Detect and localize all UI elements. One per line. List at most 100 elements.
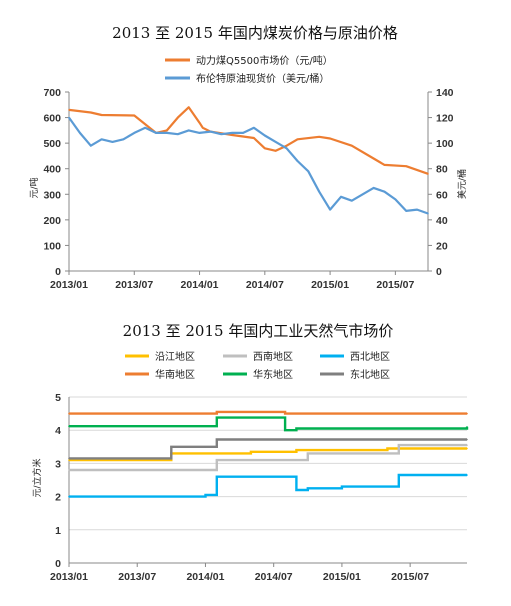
chart2-series2-point-9 bbox=[466, 474, 468, 476]
chart2-series5-point-6 bbox=[397, 438, 400, 441]
chart2-ytick-label-3: 3 bbox=[55, 458, 61, 470]
chart2-series5-point-0 bbox=[68, 457, 70, 460]
chart1-series0-point-23 bbox=[427, 173, 429, 175]
chart1-xtick-label-4: 2015/01 bbox=[311, 279, 349, 291]
chart2-series0-point-1 bbox=[159, 459, 161, 461]
chart1-y2tick-label-1: 20 bbox=[436, 240, 448, 252]
chart1-y2tick-label-3: 60 bbox=[436, 189, 448, 201]
chart1-y2tick-label-2: 40 bbox=[436, 215, 448, 227]
chart1-series1-point-13 bbox=[209, 130, 212, 133]
chart1-ytick-label-6: 600 bbox=[43, 113, 61, 125]
chart1-series0-point-20 bbox=[372, 157, 375, 160]
chart2-legend-label-5: 东北地区 bbox=[350, 368, 390, 381]
chart2-series3-point-0 bbox=[68, 412, 70, 415]
chart2-series2-point-5 bbox=[307, 487, 309, 490]
chart1-ytick-label-7: 700 bbox=[43, 87, 61, 99]
chart2-series0-point-9 bbox=[466, 447, 468, 450]
chart2-series2-point-7 bbox=[386, 485, 389, 488]
chart2-series1-point-2 bbox=[216, 459, 218, 461]
chart2-series1-point-1 bbox=[204, 469, 207, 471]
chart2-series0-point-7 bbox=[318, 449, 320, 451]
chart2-series3-point-4 bbox=[284, 412, 286, 415]
chart1-y2tick-label-0: 0 bbox=[436, 266, 442, 278]
chart2-series0-point-0 bbox=[68, 459, 70, 461]
chart2-series3-point-3 bbox=[272, 411, 275, 413]
chart1-xtick-label-2: 2014/01 bbox=[181, 279, 219, 291]
chart1-series1-point-17 bbox=[253, 127, 255, 129]
chart1-series1-point-8 bbox=[155, 132, 157, 134]
chart2-series5-point-5 bbox=[386, 438, 389, 441]
chart1-series1-point-27 bbox=[361, 193, 364, 196]
chart2-legend-label-4: 华东地区 bbox=[253, 368, 293, 381]
chart1-y2tick-label-5: 100 bbox=[436, 138, 454, 150]
chart2-series5-point-1 bbox=[159, 457, 161, 460]
chart2-series1-point-4 bbox=[307, 452, 309, 455]
chart1-series1-point-5 bbox=[122, 138, 125, 141]
chart1-ylabel: 元/吨 bbox=[28, 177, 40, 198]
chart1-series1-point-14 bbox=[220, 133, 223, 135]
chart2-series1-point-5 bbox=[386, 452, 389, 455]
chart1-series1-point-32 bbox=[416, 208, 418, 211]
chart1-xtick-label-5: 2015/07 bbox=[376, 279, 414, 291]
chart2-series-line-2 bbox=[69, 473, 467, 498]
chart1-ytick-label-4: 400 bbox=[43, 164, 61, 176]
chart2-series2-point-4 bbox=[295, 489, 298, 491]
chart1-series1-point-19 bbox=[274, 141, 277, 143]
chart1-series1-point-15 bbox=[231, 132, 233, 134]
chart2-series0-point-6 bbox=[295, 449, 298, 451]
chart2-series2-point-1 bbox=[204, 494, 207, 496]
chart1-series1-point-21 bbox=[296, 160, 299, 162]
chart1-series1-point-9 bbox=[166, 132, 168, 134]
chart1-ytick-label-3: 300 bbox=[43, 189, 61, 201]
chart1-ytick-label-1: 100 bbox=[43, 240, 61, 252]
chart2-legend-label-2: 西北地区 bbox=[350, 350, 390, 363]
chart1-series0-point-21 bbox=[383, 164, 386, 166]
chart2-series2-point-0 bbox=[68, 495, 70, 498]
chart2-ytick-label-1: 1 bbox=[55, 525, 61, 537]
chart2-series5-point-4 bbox=[216, 438, 218, 441]
chart2-series0-point-4 bbox=[216, 452, 218, 455]
chart2-xtick-label-5: 2015/07 bbox=[391, 571, 429, 583]
chart1-series1-point-18 bbox=[264, 134, 266, 137]
chart1-series1-point-23 bbox=[318, 190, 321, 193]
chart1-series1-point-7 bbox=[144, 127, 146, 129]
chart1-series1-point-10 bbox=[176, 133, 179, 135]
chart1-y2tick-label-4: 80 bbox=[436, 164, 448, 176]
chart2-series0-point-3 bbox=[204, 452, 207, 455]
chart1-series0-point-14 bbox=[274, 150, 277, 152]
chart2-series-line-4 bbox=[69, 416, 469, 432]
chart2-xtick-label-4: 2015/01 bbox=[323, 571, 361, 583]
chart1-series1-point-28 bbox=[372, 187, 375, 189]
chart1-series0-point-2 bbox=[100, 114, 103, 116]
chart2-ytick-label-0: 0 bbox=[55, 558, 61, 570]
chart2-series1-point-3 bbox=[295, 459, 298, 461]
chart2-series-line-3 bbox=[69, 410, 467, 415]
chart1-series1-point-4 bbox=[111, 141, 114, 143]
chart1-series0-point-18 bbox=[329, 137, 331, 140]
chart2-series4-point-6 bbox=[466, 426, 468, 428]
chart2-series3-point-5 bbox=[466, 412, 468, 415]
chart2-series-line-5 bbox=[69, 438, 467, 460]
chart2-xtick-label-3: 2014/07 bbox=[255, 571, 293, 583]
chart1-series0-point-17 bbox=[318, 135, 321, 138]
chart1-series0-point-5 bbox=[166, 129, 168, 132]
chart1-series1-point-30 bbox=[394, 198, 397, 201]
chart1-series-line-1 bbox=[68, 116, 429, 215]
chart2-series1-point-6 bbox=[397, 444, 400, 446]
chart2-series2-point-6 bbox=[341, 485, 343, 488]
chart1-series1-point-31 bbox=[405, 210, 408, 212]
chart1-ytick-label-2: 200 bbox=[43, 215, 61, 227]
chart2-series5-point-7 bbox=[466, 438, 468, 441]
chart1-series1-point-2 bbox=[89, 144, 92, 147]
chart2-series2-point-8 bbox=[397, 474, 400, 476]
chart2-legend-label-1: 西南地区 bbox=[253, 350, 293, 363]
chart1-legend-label-1: 布伦特原油现货价（美元/桶） bbox=[196, 72, 329, 85]
chart1-series0-point-0 bbox=[68, 109, 70, 111]
chart2-series1-point-7 bbox=[466, 444, 468, 446]
chart1-series0-point-22 bbox=[405, 165, 408, 167]
chart1-series0-point-6 bbox=[176, 116, 179, 119]
chart2-xtick-label-2: 2014/01 bbox=[186, 571, 224, 583]
chart2-series4-point-0 bbox=[68, 425, 70, 428]
chart2-series4-point-5 bbox=[295, 427, 298, 430]
chart1-series1-point-22 bbox=[307, 170, 310, 173]
